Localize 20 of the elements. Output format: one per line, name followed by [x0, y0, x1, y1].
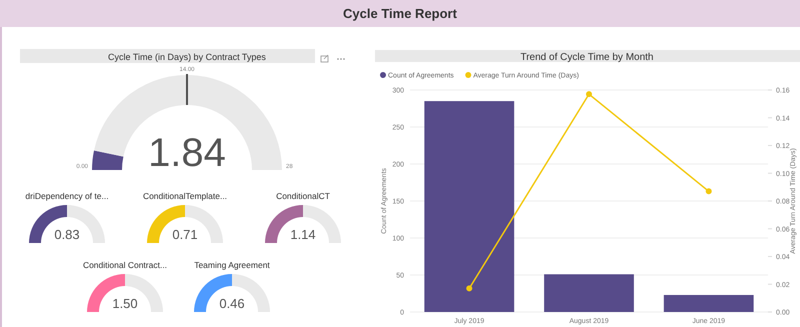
bar [664, 294, 754, 312]
chart-title: driDependency of te... [25, 191, 109, 201]
text: 1.84 [148, 131, 226, 175]
chart-title: Trend of Cycle Time by Month [520, 52, 654, 63]
text: 1.14 [290, 227, 316, 242]
chart-title: Conditional Contract... [82, 260, 168, 270]
chart-title: ConditionalCT [276, 191, 330, 201]
chart-title: Teaming Agreement [194, 260, 270, 270]
text: 0.71 [172, 227, 198, 242]
point [466, 285, 472, 292]
text: 1.50 [112, 296, 138, 311]
bar [424, 101, 514, 312]
text: 0.83 [54, 227, 80, 242]
chart-title: ConditionalTemplate... [142, 191, 228, 201]
text: 0.46 [219, 296, 245, 311]
chart-title: Cycle Time (in Days) by Contract Types [108, 52, 266, 62]
point [586, 91, 592, 98]
point [706, 188, 712, 194]
bar [544, 274, 634, 312]
text: Cycle Time Report [343, 6, 458, 21]
